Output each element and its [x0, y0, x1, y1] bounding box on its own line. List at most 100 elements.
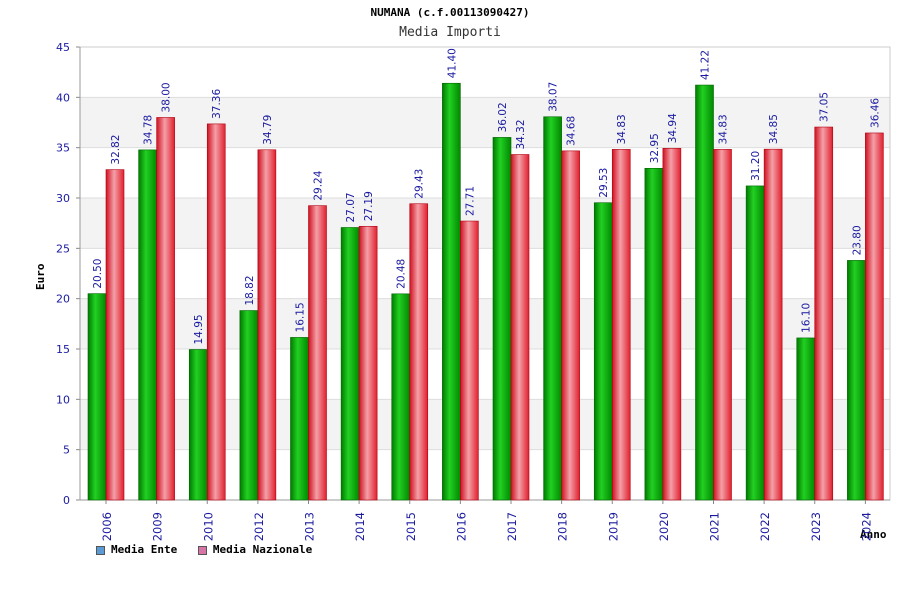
data-label: 37.05: [819, 92, 831, 122]
x-tick-label: 2019: [606, 512, 620, 541]
x-tick-label: 2016: [454, 512, 468, 541]
data-label: 36.02: [497, 102, 509, 132]
bar-media-ente-2021: [695, 84, 714, 501]
data-label: 41.22: [700, 50, 712, 80]
chart-subtitle: Media Importi: [399, 25, 501, 40]
x-tick-label: 2020: [657, 512, 671, 541]
bar-media-ente-2024: [847, 260, 866, 501]
data-label: 14.95: [193, 314, 205, 344]
bar-media-ente-2017: [492, 137, 512, 501]
bar-media-ente-2019: [593, 202, 613, 501]
x-tick-label: 2010: [201, 512, 215, 541]
data-label: 31.20: [750, 151, 762, 181]
x-tick-label: 2023: [809, 512, 823, 541]
bar-media-nazionale-2014: [358, 225, 378, 501]
data-label: 32.82: [110, 135, 122, 165]
bar-media-ente-2020: [644, 168, 664, 501]
bar-media-nazionale-2018: [561, 150, 580, 501]
data-label: 20.48: [396, 259, 408, 289]
y-tick-label: 45: [56, 41, 70, 54]
data-label: 37.36: [211, 89, 223, 119]
data-label: 29.24: [313, 170, 325, 200]
bar-media-nazionale-2012: [257, 149, 277, 501]
legend: Media Ente Media Nazionale: [96, 543, 326, 556]
x-tick-label: 2024: [859, 512, 873, 541]
y-tick-label: 5: [63, 444, 70, 457]
bar-media-nazionale-2023: [814, 126, 834, 501]
x-tick-label: 2015: [404, 512, 418, 541]
y-tick-label: 15: [56, 343, 70, 356]
legend-swatch-media-nazionale: [197, 545, 207, 555]
x-tick-label: 2022: [758, 512, 772, 541]
bar-media-ente-2013: [290, 337, 309, 501]
data-label: 29.43: [414, 169, 426, 199]
bar-media-nazionale-2009: [156, 117, 175, 501]
data-label: 41.40: [446, 48, 458, 78]
bar-media-nazionale-2019: [611, 149, 631, 501]
data-label: 16.15: [295, 302, 307, 332]
data-label: 36.46: [869, 98, 881, 128]
chart-title: NUMANA (c.f.00113090427): [370, 6, 530, 19]
data-label: 34.32: [515, 119, 527, 149]
x-tick-label: 2018: [556, 512, 570, 541]
bar-media-nazionale-2020: [662, 147, 682, 501]
x-axis-label: Anno: [860, 528, 887, 541]
bar-media-nazionale-2013: [308, 205, 327, 501]
x-tick-label: 2006: [100, 512, 114, 541]
data-label: 32.95: [649, 133, 661, 163]
data-label: 34.83: [718, 114, 730, 144]
y-tick-label: 25: [56, 242, 70, 255]
x-tick-label: 2013: [303, 512, 317, 541]
bar-media-ente-2006: [87, 293, 107, 501]
bar-media-ente-2023: [796, 337, 816, 501]
x-tick-label: 2012: [252, 512, 266, 541]
bar-media-nazionale-2015: [409, 203, 429, 501]
data-label: 34.78: [143, 115, 155, 145]
bar-media-nazionale-2006: [105, 169, 125, 501]
bar-media-nazionale-2016: [460, 220, 479, 501]
bar-media-ente-2018: [543, 116, 562, 501]
data-label: 34.94: [667, 113, 679, 143]
bar-media-ente-2014: [340, 227, 360, 501]
legend-label-media-ente: Media Ente: [111, 543, 178, 556]
y-tick-label: 30: [56, 192, 70, 205]
data-label: 20.50: [92, 259, 104, 289]
data-label: 23.80: [851, 225, 863, 255]
bar-media-ente-2010: [188, 349, 208, 501]
legend-item-media-ente: Media Ente: [96, 543, 177, 556]
data-label: 38.00: [161, 82, 173, 112]
y-tick-label: 10: [56, 393, 70, 406]
data-label: 16.10: [801, 303, 813, 333]
y-tick-label: 40: [56, 91, 70, 104]
data-label: 34.68: [566, 116, 578, 146]
data-label: 34.85: [768, 114, 780, 144]
x-tick-label: 2009: [151, 512, 165, 541]
data-label: 34.79: [262, 115, 274, 145]
data-label: 38.07: [548, 82, 560, 112]
bar-media-ente-2022: [745, 185, 765, 501]
data-label: 29.53: [598, 168, 610, 198]
data-label: 18.82: [244, 275, 256, 305]
y-tick-label: 0: [63, 494, 70, 507]
data-label: 27.19: [363, 191, 375, 221]
x-tick-label: 2021: [708, 512, 722, 541]
y-tick-label: 35: [56, 142, 70, 155]
bar-media-ente-2012: [239, 310, 259, 501]
y-tick-label: 20: [56, 293, 70, 306]
x-tick-label: 2017: [505, 512, 519, 541]
bar-media-ente-2016: [442, 82, 461, 501]
legend-swatch-media-ente: [96, 545, 105, 555]
data-label: 34.83: [616, 114, 628, 144]
bar-media-nazionale-2022: [763, 148, 783, 501]
bar-media-nazionale-2017: [510, 154, 530, 501]
legend-label-media-nazionale: Media Nazionale: [212, 543, 313, 556]
bar-media-nazionale-2010: [206, 123, 226, 501]
bar-media-nazionale-2024: [865, 132, 884, 501]
data-label: 27.07: [345, 192, 357, 222]
bar-media-nazionale-2021: [713, 149, 732, 501]
x-tick-label: 2014: [353, 512, 367, 541]
legend-item-media-nazionale: Media Nazionale: [197, 543, 313, 556]
bar-media-ente-2015: [391, 293, 411, 501]
